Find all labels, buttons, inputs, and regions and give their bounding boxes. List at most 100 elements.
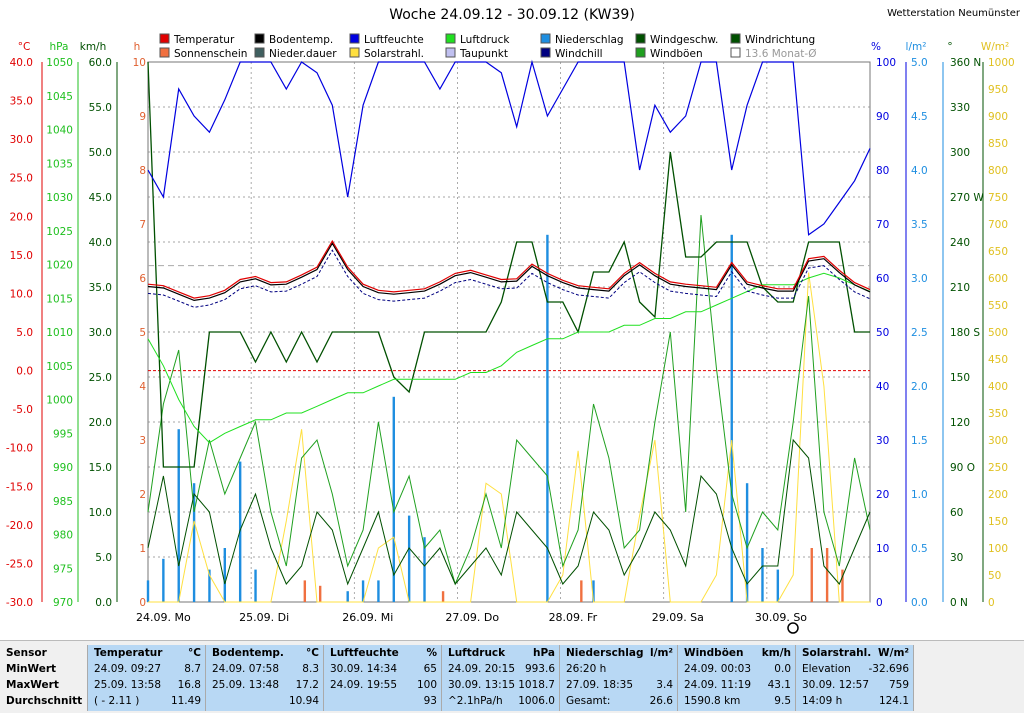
stats-unit: hPa [533, 647, 555, 659]
series-layer [146, 59, 871, 603]
hours-axis-tick: 6 [139, 273, 146, 285]
temp-axis-unit: °C [18, 41, 31, 53]
solar-axis-tick: 200 [988, 489, 1008, 501]
sunshine-bar [318, 585, 322, 602]
stats-column: Temperatur °C 24.09. 09:27 8.7 25.09. 13:58 1… [88, 645, 206, 711]
wind-axis-tick: 10.0 [89, 507, 112, 519]
hours-axis-tick: 2 [139, 489, 146, 501]
sunshine-bar [441, 591, 445, 602]
legend-label: Solarstrahl. [364, 48, 424, 60]
pressure-axis-tick: 990 [53, 462, 73, 474]
stats-title: Bodentemp. [212, 647, 284, 659]
stats-value: 100 [416, 679, 437, 691]
stats-label: 24.09. 07:58 [212, 663, 279, 675]
pressure-line [147, 272, 871, 444]
wind-axis-tick: 45.0 [89, 192, 112, 204]
stats-value: 124.1 [878, 695, 909, 707]
stats-value: 8.3 [302, 663, 319, 675]
stats-label: 24.09. 09:27 [94, 663, 161, 675]
stats-label: 24.09. 00:03 [684, 663, 751, 675]
direction-axis-tick: 270 W [950, 192, 984, 204]
direction-axis-tick: 300 [950, 147, 970, 159]
stats-value: 0.0 [774, 663, 791, 675]
solar-axis-tick: 400 [988, 381, 1008, 393]
rain-bar [592, 580, 595, 602]
rain-bar [177, 429, 180, 602]
humidity-line [147, 59, 871, 236]
stats-unit: l/m² [650, 647, 673, 659]
humidity-axis-tick: 70 [876, 219, 889, 231]
rain-bar [146, 580, 150, 602]
wind-axis-tick: 5.0 [95, 552, 112, 564]
stats-label: 24.09. 11:19 [684, 679, 751, 691]
stats-column: Luftfeuchte% 30.09. 14:34 65 24.09. 19:55 10… [324, 645, 442, 711]
pressure-axis-tick: 985 [53, 496, 73, 508]
rain-axis-unit: l/m² [906, 41, 927, 53]
x-tick-label: 30.09. So [755, 611, 807, 624]
hours-axis-tick: 8 [139, 165, 146, 177]
rain-bar [776, 569, 780, 602]
stats-value: 16.8 [177, 679, 201, 691]
temp-axis-tick: -30.0 [6, 597, 33, 609]
legend-swatch [159, 33, 170, 44]
x-tick-label: 28.09. Fr [549, 611, 598, 624]
humidity-axis-unit: % [871, 41, 881, 53]
legend: Temperatur Bodentemp. Luftfeuchte Luftdruck… [159, 33, 816, 60]
temp-axis-tick: 5.0 [16, 327, 33, 339]
x-tick-label: 29.09. Sa [652, 611, 704, 624]
stats-title: Windböen [684, 647, 744, 659]
temp-axis-tick: 35.0 [10, 96, 33, 108]
rain-bar [208, 569, 211, 602]
rain-axis-tick: 3.0 [911, 273, 928, 285]
hours-axis-tick: 9 [139, 111, 146, 123]
sunshine-bar [810, 548, 813, 602]
hours-axis-tick: 4 [139, 381, 146, 393]
direction-axis-unit: ° [947, 41, 952, 53]
hours-axis-tick: 1 [139, 543, 146, 555]
legend-swatch [635, 33, 646, 44]
stats-column: Luftdruck hPa 24.09. 20:15 993.6 30.09. 13:1… [442, 645, 560, 711]
rain-axis-tick: 0.5 [911, 543, 928, 555]
humidity-axis-tick: 60 [876, 273, 889, 285]
scroll-handle[interactable] [787, 622, 799, 634]
stats-value: 8.7 [184, 663, 201, 675]
hours-axis-tick: 0 [139, 597, 146, 609]
rain-axis-tick: 3.5 [911, 219, 928, 231]
rain-axis-tick: 1.5 [911, 435, 928, 447]
stats-label: 30.09. 12:57 [802, 679, 869, 691]
legend-label: Windrichtung [745, 34, 815, 46]
legend-swatch [730, 33, 741, 44]
stats-column: Solarstrahl. W/m² Elevation -32.696 30.09. 1… [796, 645, 914, 711]
rain-bar [361, 580, 365, 602]
pressure-axis-tick: 1025 [46, 226, 73, 238]
temp-axis-tick: 10.0 [10, 288, 33, 300]
pressure-axis-tick: 1020 [46, 260, 73, 272]
sunshine-bar [580, 580, 583, 602]
windchill-line [147, 249, 871, 308]
stats-unit: W/m² [878, 647, 909, 659]
direction-axis-tick: 120 [950, 417, 970, 429]
stats-label: 1590.8 km [684, 695, 741, 707]
solar-axis-tick: 150 [988, 516, 1008, 528]
stats-label: 26:20 h [566, 663, 607, 675]
stats-label: ( - 2.11 ) [94, 695, 140, 707]
legend-label: Sonnenschein [174, 48, 247, 60]
temp-axis-tick: 0.0 [16, 366, 33, 378]
solar-axis-tick: 50 [988, 570, 1001, 582]
stats-label: MaxWert [6, 679, 59, 691]
stats-label: 25.09. 13:58 [94, 679, 161, 691]
solar-axis-tick: 300 [988, 435, 1008, 447]
stats-unit: °C [306, 647, 319, 659]
solar-axis-tick: 350 [988, 408, 1008, 420]
temp-axis-tick: 25.0 [10, 173, 33, 185]
legend-swatch [540, 47, 551, 58]
pressure-axis-tick: 1005 [46, 361, 73, 373]
stats-column: Niederschlag l/m² 26:20 h 27.09. 18:35 3.4 Ge… [560, 645, 678, 711]
rain-bar [407, 515, 411, 602]
pressure-axis-tick: 980 [53, 530, 73, 542]
temp-axis-tick: 40.0 [10, 57, 33, 69]
pressure-axis-tick: 970 [53, 597, 73, 609]
chart-title: Woche 24.09.12 - 30.09.12 (KW39) [389, 7, 635, 23]
solar-axis-tick: 650 [988, 246, 1008, 258]
rain-axis-tick: 5.0 [911, 57, 928, 69]
